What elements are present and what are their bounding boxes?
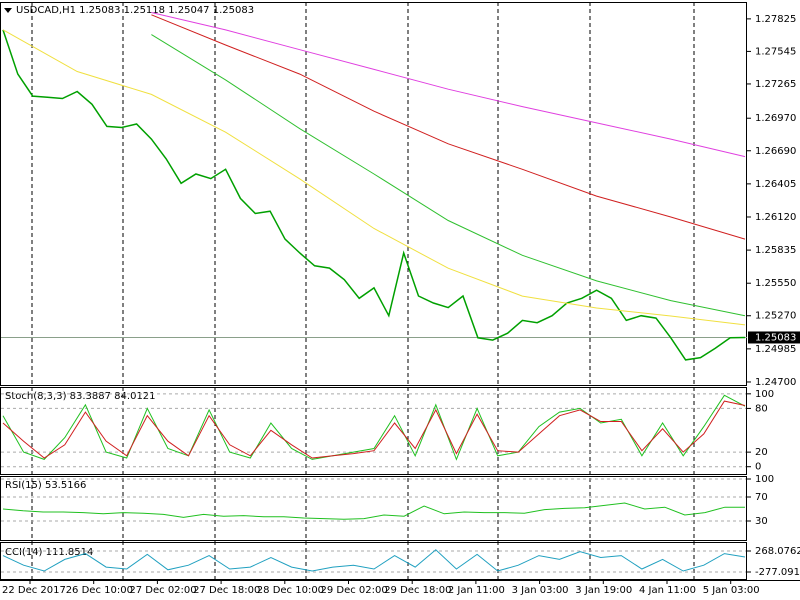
day-separators (31, 2, 695, 580)
x-tick-label: 26 Dec 10:00 (66, 585, 133, 596)
y-tick-label: 1.25550 (755, 278, 796, 289)
x-tick-label: 27 Dec 18:00 (193, 585, 260, 596)
series-line (2, 549, 746, 572)
y-tick-label: 268.0762 (755, 546, 800, 557)
x-tick-label: 5 Jan 03:00 (703, 585, 760, 596)
x-tick-label: 3 Jan 19:00 (575, 585, 632, 596)
last-price-label: 1.25083 (755, 332, 796, 343)
y-tick-label: 0 (755, 462, 761, 473)
cci-pane (0, 542, 747, 580)
pane-title: CCI(14) 111.8514 (5, 547, 93, 558)
series-line (151, 12, 746, 158)
x-tick-label: 22 Dec 2017 (2, 585, 66, 596)
y-tick-label: 1.26120 (755, 212, 796, 223)
y-tick-label: 100 (755, 389, 774, 400)
x-tick-label: 29 Dec 02:00 (321, 585, 388, 596)
y-tick-label: 1.25835 (755, 245, 796, 256)
stoch-pane (0, 387, 747, 475)
series-line (2, 394, 746, 461)
y-tick-label: 1.27265 (755, 79, 796, 90)
series-line (151, 34, 746, 317)
series-line (151, 14, 746, 240)
y-tick-label: 30 (755, 516, 768, 527)
x-tick-label: 27 Dec 02:00 (129, 585, 196, 596)
series-line (2, 29, 746, 326)
y-tick-label: 1.26690 (755, 146, 796, 157)
pane-title: USDCAD,H1 1.25083 1.25118 1.25047 1.2508… (16, 5, 254, 16)
y-tick-label: 100 (755, 474, 774, 485)
y-tick-label: 1.25270 (755, 311, 796, 322)
pane-title: RSI(15) 53.5166 (5, 480, 86, 491)
last-price-box (748, 331, 800, 344)
y-tick-label: 1.24700 (755, 377, 796, 388)
x-tick-label: 4 Jan 11:00 (639, 585, 696, 596)
series-line (2, 502, 745, 520)
y-tick-label: 80 (755, 403, 768, 414)
pane-title: Stoch(8,3,3) 83.3887 84.0121 (5, 391, 156, 402)
series-line (2, 400, 746, 459)
y-tick-label: 70 (755, 492, 768, 503)
x-tick-label: 29 Dec 18:00 (384, 585, 451, 596)
rsi-pane (0, 476, 747, 541)
x-tick-label: 28 Dec 10:00 (257, 585, 324, 596)
menu-triangle[interactable] (4, 8, 12, 13)
x-tick-label: 2 Jan 11:00 (448, 585, 505, 596)
y-tick-label: 1.27545 (755, 46, 796, 57)
series-line (2, 29, 746, 361)
y-tick-label: 1.26970 (755, 113, 796, 124)
y-tick-label: -277.0915 (755, 567, 800, 578)
y-tick-label: 1.27825 (755, 14, 796, 25)
y-tick-label: 1.26405 (755, 179, 796, 190)
x-tick-label: 3 Jan 03:00 (512, 585, 569, 596)
y-tick-label: 20 (755, 447, 768, 458)
main-pane (0, 2, 747, 386)
y-tick-label: 1.24985 (755, 344, 796, 355)
